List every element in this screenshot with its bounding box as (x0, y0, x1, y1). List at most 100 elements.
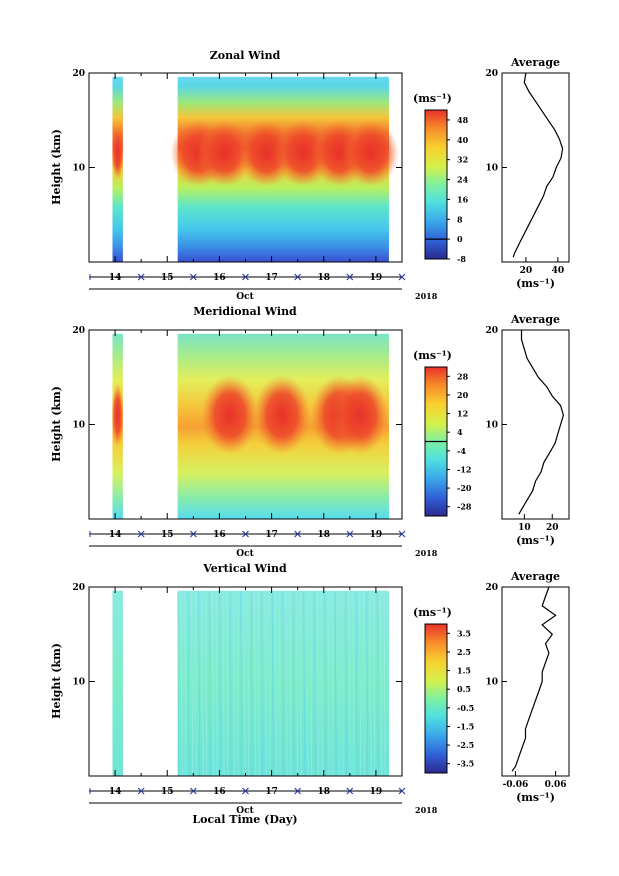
y-tick-label: 10 (72, 678, 85, 688)
panel-1: 20 10 14 15 16 17 18 19 Oct 2018 (ms⁻¹) 28 20 12 4 -4 -1… (72, 313, 570, 559)
day-marker (242, 273, 249, 281)
vertical-wind-streak (243, 591, 246, 777)
day-marker (137, 530, 145, 538)
vertical-wind-streak (341, 591, 344, 777)
vertical-wind-streak (271, 591, 274, 777)
colorbar (424, 109, 448, 260)
day-marker (137, 273, 145, 281)
profile-xlabel: (ms⁻¹) (516, 534, 555, 547)
day-marker (189, 530, 197, 538)
vertical-wind-streak (205, 591, 208, 777)
vertical-wind-streak (226, 591, 229, 777)
vertical-wind-streak (359, 591, 362, 777)
day-marker (137, 787, 145, 795)
vertical-wind-streak (177, 591, 180, 777)
day-tick-label: 17 (265, 530, 278, 540)
vertical-wind-streak (362, 591, 365, 777)
day-marker (189, 787, 197, 795)
profile-title: Average (510, 570, 560, 583)
day-tick-label: 15 (161, 273, 174, 283)
day-marker (242, 530, 249, 538)
day-tick-label: 15 (161, 530, 174, 540)
y-tick-label: 20 (72, 326, 85, 336)
y-tick-label: 20 (72, 69, 85, 79)
profile-line (518, 330, 565, 515)
vertical-wind-streak (317, 591, 320, 777)
wind-max-region (342, 120, 399, 187)
day-marker (294, 787, 302, 795)
vertical-wind-streak (285, 591, 288, 777)
vertical-wind-streak (257, 591, 260, 777)
month-label: Oct (236, 549, 254, 559)
colorbar-tick-label: -20 (457, 483, 472, 493)
year-label: 2018 (415, 805, 438, 815)
meridional-ylabel: Height (km) (50, 386, 63, 462)
day-tick-label: 18 (317, 787, 330, 797)
day-tick-label: 19 (370, 273, 383, 283)
profile-y-tick-label: 10 (485, 421, 498, 431)
vertical-wind-streak (275, 591, 278, 777)
day-marker (346, 273, 354, 281)
vertical-wind-streak (383, 591, 386, 777)
vertical-wind-streak (254, 591, 257, 777)
vertical-wind-streak (324, 591, 327, 777)
vertical-wind-streak (215, 591, 218, 777)
colorbar-tick-label: 40 (457, 135, 469, 145)
wind-max-region (201, 375, 258, 455)
colorbar-tick-label: -28 (457, 502, 472, 512)
vertical-wind-streak (310, 591, 313, 777)
x-axis-label: Local Time (Day) (192, 813, 297, 826)
colorbar-tick-label: -4 (457, 446, 466, 456)
wind-max-region (332, 375, 389, 455)
profile-xlabel: (ms⁻¹) (516, 277, 555, 290)
day-tick-label: 15 (161, 787, 174, 797)
profile-frame (501, 329, 570, 520)
profile-x-tick-label: 20 (520, 266, 533, 276)
day-tick-label: 18 (317, 530, 330, 540)
profile-y-tick-label: 20 (485, 583, 498, 593)
zonal-ylabel: Height (km) (50, 129, 63, 205)
vertical-wind-streak (268, 591, 271, 777)
colorbar-tick-label: 20 (457, 390, 469, 400)
vertical-wind-streak (348, 591, 351, 777)
vertical-title: Vertical Wind (202, 562, 287, 575)
colorbar (424, 623, 448, 774)
data-block (112, 590, 123, 776)
profile-y-tick-label: 20 (485, 69, 498, 79)
profile-y-tick-label: 20 (485, 326, 498, 336)
vertical-wind-streak (296, 591, 299, 777)
day-marker (398, 273, 406, 281)
colorbar-tick-label: -8 (457, 254, 466, 264)
day-tick-label: 19 (370, 787, 383, 797)
vertical-wind-streak (320, 591, 323, 777)
vertical-wind-streak (229, 591, 232, 777)
year-label: 2018 (415, 291, 438, 301)
day-marker (346, 787, 354, 795)
vertical-wind-streak (250, 591, 253, 777)
vertical-wind-streak (306, 591, 309, 777)
colorbar-tick-label: 3.5 (457, 628, 471, 638)
colorbar-tick-label: 0.5 (457, 684, 471, 694)
vertical-ylabel: Height (km) (50, 643, 63, 719)
vertical-wind-streak (376, 591, 379, 777)
vertical-wind-streak (345, 591, 348, 777)
vertical-wind-streak (194, 591, 197, 777)
colorbar-tick-label: 4 (457, 427, 463, 437)
day-tick-label: 14 (109, 530, 122, 540)
profile-x-tick-label: -0.06 (503, 780, 529, 790)
vertical-wind-streak (331, 591, 334, 777)
day-tick-label: 16 (213, 273, 226, 283)
vertical-wind-streak (180, 591, 183, 777)
vertical-wind-streak (292, 591, 295, 777)
profile-x-tick-label: 20 (546, 523, 559, 533)
colorbar-tick-label: 32 (457, 155, 468, 165)
colorbar-unit: (ms⁻¹) (413, 349, 452, 362)
vertical-wind-streak (299, 591, 302, 777)
profile-frame (501, 586, 570, 777)
zonal-title: Zonal Wind (210, 49, 281, 62)
vertical-wind-streak (219, 591, 222, 777)
vertical-wind-streak (198, 591, 201, 777)
vertical-wind-streak (187, 591, 190, 777)
day-marker (242, 787, 249, 795)
vertical-wind-streak (212, 591, 215, 777)
